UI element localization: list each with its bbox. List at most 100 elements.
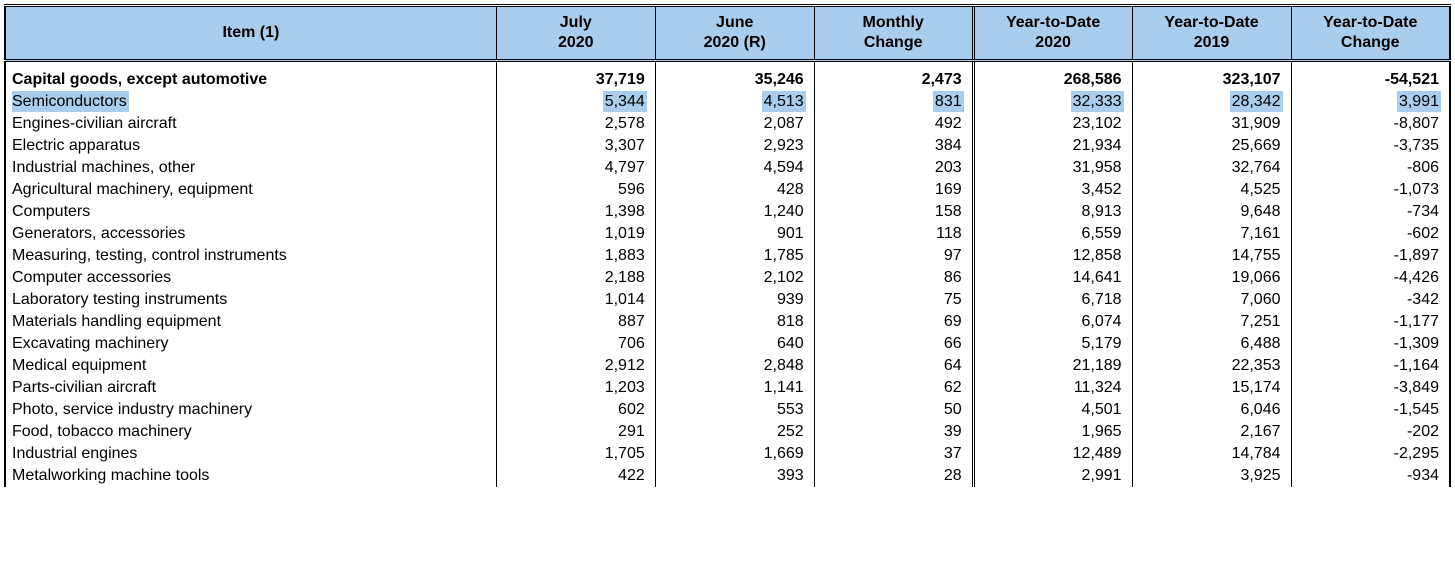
spacer-row [5, 61, 1450, 69]
col-header-6: Year-to-DateChange [1291, 6, 1450, 61]
cell: 11,324 [973, 377, 1132, 399]
cell: 14,641 [973, 267, 1132, 289]
col-header-2: June2020 (R) [655, 6, 814, 61]
cell-value: 15,174 [1232, 379, 1281, 396]
cell: 323,107 [1132, 69, 1291, 91]
row-label-text: Parts-civilian aircraft [12, 379, 156, 396]
cell-value: 12,858 [1073, 247, 1122, 264]
cell: -934 [1291, 465, 1450, 487]
cell-value: -202 [1407, 423, 1439, 440]
cell: 8,913 [973, 201, 1132, 223]
row-label: Metalworking machine tools [5, 465, 496, 487]
table-header: Item (1)July2020June2020 (R)MonthlyChang… [5, 6, 1450, 61]
cell-value: 6,488 [1240, 335, 1280, 352]
cell: 31,909 [1132, 113, 1291, 135]
cell-value: 818 [777, 313, 804, 330]
cell-value: 31,958 [1073, 159, 1122, 176]
cell: 2,923 [655, 135, 814, 157]
cell-value: 9,648 [1240, 203, 1280, 220]
cell-value: 492 [935, 115, 962, 132]
cell-value: 553 [777, 401, 804, 418]
cell: 1,014 [496, 289, 655, 311]
cell-value: 422 [618, 467, 645, 484]
cell-value: 2,167 [1240, 423, 1280, 440]
cell: -1,177 [1291, 311, 1450, 333]
cell: 35,246 [655, 69, 814, 91]
cell: 75 [814, 289, 973, 311]
cell-value: 37,719 [596, 71, 645, 88]
cell: 39 [814, 421, 973, 443]
row-label-text: Computer accessories [12, 269, 171, 286]
cell-value: 7,251 [1240, 313, 1280, 330]
cell: 32,333 [973, 91, 1132, 113]
row-label-text: Excavating machinery [12, 335, 169, 352]
cell: 23,102 [973, 113, 1132, 135]
cell-value: -1,177 [1394, 313, 1439, 330]
cell: -342 [1291, 289, 1450, 311]
cell: -202 [1291, 421, 1450, 443]
row-label-text: Medical equipment [12, 357, 146, 374]
cell: 6,559 [973, 223, 1132, 245]
cell: 553 [655, 399, 814, 421]
category-row: Capital goods, except automotive37,71935… [5, 69, 1450, 91]
cell: 384 [814, 135, 973, 157]
cell-value: -806 [1407, 159, 1439, 176]
row-label: Computer accessories [5, 267, 496, 289]
row-label: Electric apparatus [5, 135, 496, 157]
cell-value: 1,669 [764, 445, 804, 462]
cell: 12,858 [973, 245, 1132, 267]
cell-value: 50 [944, 401, 962, 418]
cell: 2,087 [655, 113, 814, 135]
cell: 1,965 [973, 421, 1132, 443]
cell: 4,525 [1132, 179, 1291, 201]
row-label: Medical equipment [5, 355, 496, 377]
cell: 3,452 [973, 179, 1132, 201]
col-header-4: Year-to-Date2020 [973, 6, 1132, 61]
cell: 831 [814, 91, 973, 113]
col-header-line1: Year-to-Date [1006, 14, 1100, 31]
cell-value: -3,849 [1394, 379, 1439, 396]
cell: -1,309 [1291, 333, 1450, 355]
row-label: Semiconductors [5, 91, 496, 113]
cell: 6,718 [973, 289, 1132, 311]
row-label-text: Photo, service industry machinery [12, 401, 252, 418]
col-header-3: MonthlyChange [814, 6, 973, 61]
cell-value: 268,586 [1064, 71, 1122, 88]
cell-value: -4,426 [1394, 269, 1439, 286]
cell: 4,797 [496, 157, 655, 179]
cell-value: 428 [777, 181, 804, 198]
cell: 6,046 [1132, 399, 1291, 421]
cell: 5,344 [496, 91, 655, 113]
cell-value: 5,344 [603, 91, 647, 113]
table-body: Capital goods, except automotive37,71935… [5, 61, 1450, 487]
cell-value: -8,807 [1394, 115, 1439, 132]
cell-value: 2,912 [605, 357, 645, 374]
col-header-line2: 2020 (R) [704, 34, 766, 51]
row-label-text: Generators, accessories [12, 225, 185, 242]
row-label-text: Materials handling equipment [12, 313, 221, 330]
cell: 1,669 [655, 443, 814, 465]
cell: -54,521 [1291, 69, 1450, 91]
cell-value: 6,718 [1082, 291, 1122, 308]
cell: 640 [655, 333, 814, 355]
cell-value: 2,991 [1082, 467, 1122, 484]
cell-value: -1,897 [1394, 247, 1439, 264]
col-header-1: July2020 [496, 6, 655, 61]
cell: 203 [814, 157, 973, 179]
row-label-text: Electric apparatus [12, 137, 140, 154]
cell-value: 64 [944, 357, 962, 374]
cell-value: 21,934 [1073, 137, 1122, 154]
cell-value: 2,923 [764, 137, 804, 154]
table-row: Laboratory testing instruments1,01493975… [5, 289, 1450, 311]
cell-value: 66 [944, 335, 962, 352]
cell: 1,141 [655, 377, 814, 399]
cell-value: 32,764 [1232, 159, 1281, 176]
col-header-line2: Change [1341, 34, 1400, 51]
cell: 602 [496, 399, 655, 421]
cell: 4,501 [973, 399, 1132, 421]
cell: 3,925 [1132, 465, 1291, 487]
table-row: Agricultural machinery, equipment5964281… [5, 179, 1450, 201]
cell-value: 86 [944, 269, 962, 286]
cell: 25,669 [1132, 135, 1291, 157]
cell-value: 158 [935, 203, 962, 220]
